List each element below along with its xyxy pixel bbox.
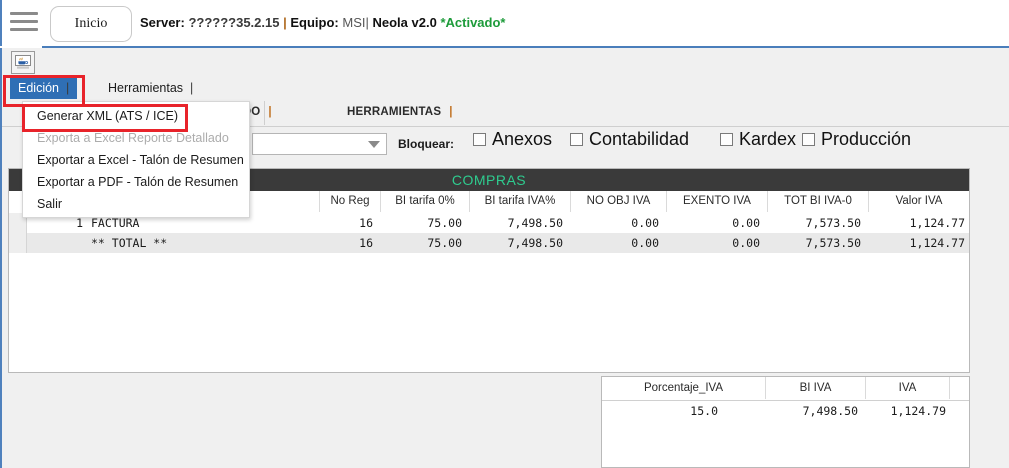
server-value: ??????35.2.15 — [188, 15, 280, 30]
cell-bi-tarifa-0: 75.00 — [427, 216, 462, 230]
header-left-accent-rule — [0, 0, 2, 46]
main-table-empty-area — [9, 253, 969, 372]
menu-item-edicion[interactable]: Edición | — [10, 77, 78, 99]
cell-bi-tarifa-iva: 7,498.50 — [507, 216, 563, 230]
checkbox-anexos[interactable]: Anexos — [473, 129, 552, 150]
col-header-exento-iva[interactable]: EXENTO IVA — [667, 191, 768, 212]
hamburger-bar — [10, 28, 38, 31]
header-bottom-accent-rule — [42, 46, 1009, 48]
tab-herramientas-label: HERRAMIENTAS — [347, 106, 442, 118]
menu-item-herramientas-pipe: | — [190, 81, 194, 95]
dropdown-item-exportar-pdf-talon-resumen[interactable]: Exportar a PDF - Talón de Resumen — [37, 175, 239, 189]
cell-tot-bi-iva-0: 7,573.50 — [805, 236, 861, 250]
sum-cell-porcentaje-iva: 15.0 — [690, 404, 718, 418]
tab-reporte-detallado-pipe: | — [268, 106, 272, 118]
col-header-doc[interactable] — [27, 191, 320, 212]
server-label: Server: — [140, 15, 185, 30]
equipo-value: MSI| — [342, 15, 369, 30]
server-info-text: Server: ??????35.2.15 | Equipo: MSI| Neo… — [140, 15, 505, 30]
menu-item-herramientas-label: Herramientas — [108, 81, 184, 95]
menu-item-herramientas[interactable]: Herramientas | — [100, 77, 201, 99]
equipo-label: Equipo: — [290, 15, 339, 30]
summary-table-panel: Porcentaje_IVA BI IVA IVA 15.0 7,498.50 … — [601, 376, 970, 468]
col-header-no-obj-iva[interactable]: NO OBJ IVA — [571, 191, 667, 212]
col-header-tot-bi-iva-0[interactable]: TOT BI IVA-0 — [768, 191, 869, 212]
chevron-down-icon — [368, 140, 380, 148]
edicion-dropdown-menu: Generar XML (ATS / ICE) Exporta a Excel … — [22, 101, 250, 218]
cell-doc: FACTURA — [91, 216, 140, 230]
cell-exento-iva: 0.00 — [732, 216, 760, 230]
status-badge: *Activado* — [440, 15, 506, 30]
col-header-bi-tarifa-iva[interactable]: BI tarifa IVA% — [470, 191, 571, 212]
sum-col-header-porcentaje-iva[interactable]: Porcentaje_IVA — [602, 377, 766, 399]
checkbox-produccion-label: Producción — [821, 129, 912, 149]
checkbox-produccion[interactable]: Producción — [802, 129, 911, 150]
cell-index: 1 — [76, 216, 83, 230]
sum-col-header-iva[interactable]: IVA — [866, 377, 950, 399]
checkbox-contabilidad[interactable]: Contabilidad — [570, 129, 689, 150]
checkbox-anexos-box[interactable] — [473, 133, 486, 146]
checkbox-kardex-box[interactable] — [720, 133, 733, 146]
table-row[interactable]: ** TOTAL ** 16 75.00 7,498.50 0.00 0.00 … — [9, 233, 969, 253]
sum-col-header-extra[interactable] — [950, 377, 969, 399]
top-header: Inicio Server: ??????35.2.15 | Equipo: M… — [0, 0, 1009, 46]
col-header-valor-iva[interactable]: Valor IVA — [895, 195, 943, 207]
checkbox-anexos-label: Anexos — [492, 129, 553, 149]
dropdown-item-exportar-excel-talon-resumen[interactable]: Exportar a Excel - Talón de Resumen — [37, 153, 244, 167]
bloquear-label: Bloquear: — [398, 137, 455, 151]
inicio-button-label: Inicio — [74, 16, 108, 31]
tab-herramientas-pipe: | — [449, 106, 453, 118]
app-name: Neola v2.0 — [372, 15, 437, 30]
sum-cell-iva: 1,124.79 — [890, 404, 946, 418]
checkbox-kardex-label: Kardex — [739, 129, 797, 149]
cell-doc: ** TOTAL ** — [91, 236, 168, 250]
dropdown-item-generar-xml[interactable]: Generar XML (ATS / ICE) — [37, 109, 179, 123]
checkbox-kardex[interactable]: Kardex — [720, 129, 796, 150]
server-separator: | — [283, 15, 287, 30]
table-row[interactable]: 1 FACTURA 16 75.00 7,498.50 0.00 0.00 7,… — [9, 213, 969, 233]
menu-item-edicion-pipe: | — [66, 81, 70, 95]
col-header-bi-tarifa-0[interactable]: BI tarifa 0% — [381, 191, 470, 212]
cell-tot-bi-iva-0: 7,573.50 — [805, 216, 861, 230]
sum-col-header-bi-iva[interactable]: BI IVA — [766, 377, 866, 399]
filter-dropdown[interactable] — [252, 133, 387, 155]
cell-bi-tarifa-iva: 7,498.50 — [507, 236, 563, 250]
hamburger-bar — [10, 12, 38, 15]
cell-no-reg: 16 — [359, 216, 373, 230]
toolbar-strip — [2, 48, 1009, 74]
tab-divider — [264, 101, 265, 125]
cell-valor-iva: 1,124.77 — [909, 236, 965, 250]
checkbox-produccion-box[interactable] — [802, 133, 815, 146]
bottom-left-panel — [8, 376, 593, 468]
java-cup-glyph — [15, 55, 31, 69]
hamburger-bar — [10, 20, 38, 23]
cell-bi-tarifa-0: 75.00 — [427, 236, 462, 250]
cell-valor-iva: 1,124.77 — [909, 216, 965, 230]
cell-exento-iva: 0.00 — [732, 236, 760, 250]
hamburger-menu-icon[interactable] — [10, 12, 38, 34]
sum-cell-bi-iva: 7,498.50 — [802, 404, 858, 418]
checkbox-contabilidad-label: Contabilidad — [589, 129, 690, 149]
cell-no-obj-iva: 0.00 — [631, 216, 659, 230]
summary-table-header-row: Porcentaje_IVA BI IVA IVA — [602, 377, 969, 401]
cell-index — [27, 233, 83, 253]
dropdown-item-exporta-excel-reporte-detallado: Exporta a Excel Reporte Detallado — [37, 131, 229, 145]
cell-no-obj-iva: 0.00 — [631, 236, 659, 250]
dropdown-item-salir[interactable]: Salir — [37, 197, 63, 211]
tab-herramientas[interactable]: HERRAMIENTAS | — [347, 99, 453, 125]
col-header-no-reg[interactable]: No Reg — [320, 191, 381, 212]
menu-item-edicion-label: Edición — [18, 81, 59, 95]
cell-no-reg: 16 — [359, 236, 373, 250]
menu-bar: Edición | Herramientas | — [2, 77, 1009, 99]
java-coffee-cup-icon[interactable] — [11, 51, 35, 74]
inicio-button[interactable]: Inicio — [50, 6, 132, 42]
checkbox-contabilidad-box[interactable] — [570, 133, 583, 146]
row-gutter — [9, 233, 27, 253]
row-gutter — [9, 213, 27, 233]
